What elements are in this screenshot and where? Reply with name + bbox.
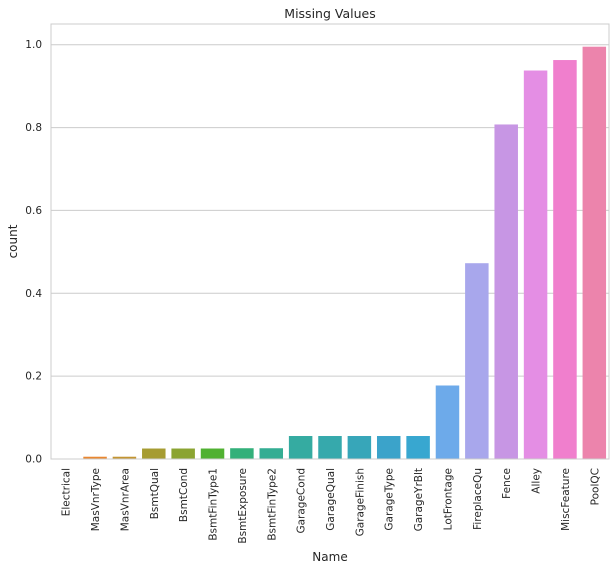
bar-garageyrblt — [406, 436, 430, 459]
chart-title: Missing Values — [284, 6, 375, 21]
x-tick-label-garageyrblt: GarageYrBlt — [413, 468, 425, 531]
bar-fireplacequ — [465, 263, 489, 459]
x-tick-label-bsmtqual: BsmtQual — [149, 468, 161, 519]
x-tick-label-garagequal: GarageQual — [325, 468, 337, 531]
x-tick-label-garagefinish: GarageFinish — [354, 468, 366, 536]
x-tick-label-bsmtexposure: BsmtExposure — [237, 468, 249, 544]
plot-frame — [50, 23, 610, 460]
y-axis-label: count — [6, 224, 20, 258]
x-tick-label-fence: Fence — [501, 468, 513, 499]
bar-lotfrontage — [435, 385, 460, 459]
y-tick-labels: 0.0 0.2 0.4 0.6 0.8 1.0 — [25, 39, 42, 465]
x-tick-label-bsmtfintype1: BsmtFinType1 — [208, 468, 220, 541]
y-tick-label: 0.2 — [25, 371, 42, 383]
x-tick-label-garagetype: GarageType — [384, 468, 396, 531]
y-tick-label: 0.6 — [25, 205, 42, 217]
x-tick-label-masvnrtype: MasVnrType — [90, 468, 102, 531]
x-axis-label: Name — [312, 550, 347, 564]
bar-garagefinish — [347, 436, 372, 459]
bar-garagecond — [288, 436, 313, 459]
bar-bsmtfintype2 — [259, 448, 284, 459]
x-tick-label-fireplacequ: FireplaceQu — [472, 468, 484, 530]
bars — [53, 46, 607, 460]
x-tick-label-alley: Alley — [531, 468, 543, 494]
y-tick-label: 0.0 — [25, 454, 42, 466]
bar-masvnrarea — [112, 456, 137, 459]
x-tick-label-masvnrarea: MasVnrArea — [119, 468, 131, 531]
bar-fence — [494, 124, 518, 459]
x-tick-label-garagecond: GarageCond — [296, 468, 308, 534]
x-tick-label-miscfeature: MiscFeature — [560, 468, 572, 531]
bar-bsmtfintype1 — [200, 448, 225, 459]
bar-bsmtcond — [171, 448, 195, 459]
bar-garagetype — [376, 436, 401, 459]
x-tick-label-poolqc: PoolQC — [589, 468, 601, 505]
x-tick-label-lotfrontage: LotFrontage — [442, 468, 454, 530]
y-tick-label: 1.0 — [25, 39, 42, 51]
bar-bsmtexposure — [230, 448, 254, 459]
bar-masvnrtype — [83, 456, 107, 459]
bar-bsmtqual — [142, 448, 166, 459]
bar-poolqc — [582, 46, 607, 460]
y-tick-label: 0.4 — [25, 288, 42, 300]
x-tick-label-bsmtfintype2: BsmtFinType2 — [266, 468, 278, 541]
x-tick-label-bsmtcond: BsmtCond — [178, 468, 190, 522]
y-tick-label: 0.8 — [25, 122, 42, 134]
bar-miscfeature — [553, 60, 577, 460]
x-tick-label-electrical: Electrical — [61, 468, 73, 516]
bar-alley — [523, 70, 548, 459]
bar-garagequal — [318, 436, 342, 459]
x-tick-labels: Electrical MasVnrType MasVnrArea BsmtQual Bs… — [61, 468, 602, 544]
